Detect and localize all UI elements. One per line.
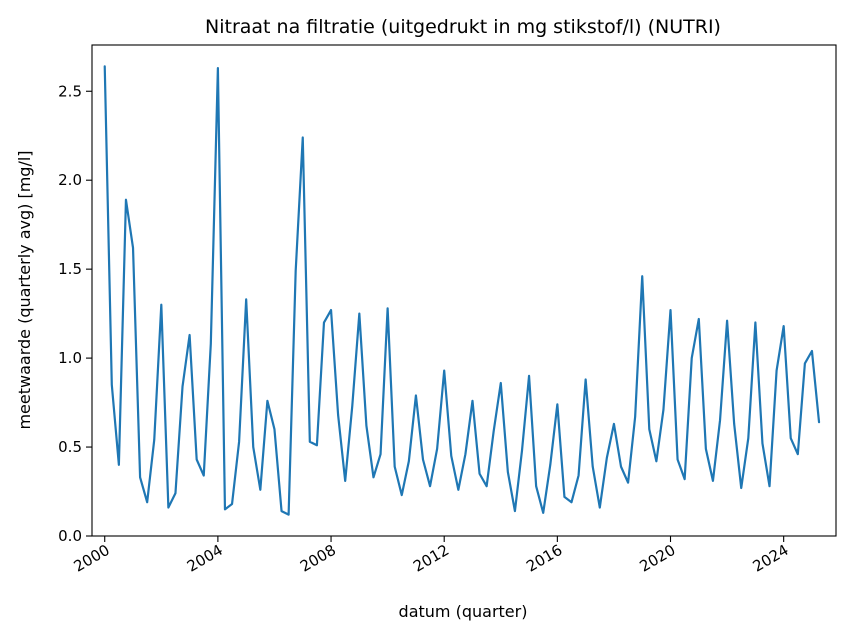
- series-line: [103, 65, 821, 516]
- plot-area: [103, 65, 821, 516]
- chart-title: Nitraat na filtratie (uitgedrukt in mg s…: [205, 16, 721, 38]
- y-tick-label: 1.5: [58, 260, 82, 278]
- y-tick-label: 1.0: [58, 349, 82, 367]
- y-axis: 0.0 0.5 1.0 1.5 2.0 2.5: [58, 82, 92, 545]
- x-axis-label: datum (quarter): [399, 602, 528, 621]
- plot-frame: [91, 44, 837, 537]
- y-tick-label: 2.5: [58, 82, 82, 100]
- y-axis-label: meetwaarde (quarterly avg) [mg/l]: [15, 150, 34, 429]
- y-tick-label: 0.0: [58, 527, 82, 545]
- y-tick-label: 0.5: [58, 438, 82, 456]
- y-tick-label: 2.0: [58, 171, 82, 189]
